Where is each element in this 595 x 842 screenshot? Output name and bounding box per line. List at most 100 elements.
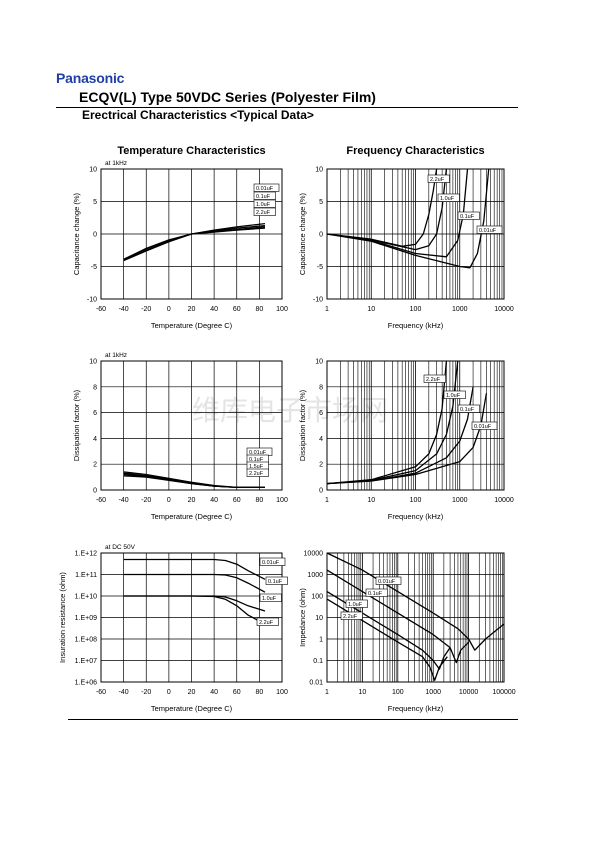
chart-4-xtick-label: 100	[410, 497, 422, 504]
chart-1-xtick-label: 40	[210, 306, 218, 313]
chart-6-series-line	[326, 598, 448, 681]
chart-2-legend-label: 1.0uF	[440, 196, 455, 202]
chart-1-ylabel: Capacitance change (%)	[72, 192, 81, 275]
footer-rule	[68, 719, 518, 720]
chart-3-xlabel: Temperature (Degree C)	[151, 512, 233, 521]
chart-1-legend-box	[253, 199, 276, 208]
chart-4-legend-box	[443, 390, 466, 399]
chart-3-xtick-label: -20	[141, 497, 151, 504]
chart-5-xtick-label: 60	[233, 689, 241, 696]
chart-1-title: Temperature Characteristics	[117, 145, 265, 157]
chart-1-legend-label: 1.0uF	[256, 202, 271, 208]
chart-3-ytick-label: 8	[93, 384, 97, 391]
chart-1-xtick-label: 60	[233, 306, 241, 313]
chart-1-xtick-label: -20	[141, 306, 151, 313]
chart-1-ytick-label: -10	[87, 297, 97, 304]
chart-2-xtick-label: 1	[325, 306, 329, 313]
chart-6-xlabel: Frequency (kHz)	[388, 704, 444, 713]
chart-4-legend-box	[471, 421, 498, 430]
chart-6-xtick-label: 1	[325, 689, 329, 696]
chart-1-series-line	[123, 226, 266, 261]
chart-3-legend-label: 1.5uF	[249, 464, 264, 470]
chart-3-xtick-label: -60	[96, 497, 106, 504]
chart-1-legend-box	[253, 183, 280, 192]
chart-5-series-line	[123, 595, 266, 612]
brand-logo: Panasonic	[56, 70, 125, 86]
chart-5-legend-box	[259, 593, 282, 602]
chart-3-legend-label: 2.2uF	[249, 471, 264, 477]
chart-1-legend-label: 0.01uF	[256, 186, 274, 192]
chart-1-xtick-label: -60	[96, 306, 106, 313]
chart-2-series-line	[326, 168, 438, 247]
chart-6-legend-box	[345, 599, 368, 608]
chart-5-series-line	[123, 573, 266, 593]
chart-4-frame	[326, 360, 505, 491]
chart-2-title: Frequency Characteristics	[346, 145, 484, 157]
chart-5-ytick-label: 1.E+06	[75, 680, 97, 687]
chart-1-frame	[100, 168, 283, 300]
chart-3-ytick-label: 10	[89, 359, 97, 366]
chart-5-note: at DC 50V	[105, 544, 136, 551]
chart-6-xtick-label: 1000	[425, 689, 441, 696]
chart-5-ytick-label: 1.E+11	[75, 572, 97, 579]
chart-6-legend-label: 2.2uF	[343, 614, 358, 620]
chart-3-xtick-label: -40	[119, 497, 129, 504]
chart-5-ytick-label: 1.E+07	[75, 658, 97, 665]
chart-1-series-line	[123, 227, 266, 262]
chart-1-xtick-label: 80	[255, 306, 263, 313]
chart-6-legend-label: 0.01uF	[378, 579, 396, 585]
chart-5-xtick-label: -40	[119, 689, 129, 696]
chart-4-ytick-label: 0	[319, 488, 323, 495]
chart-2-xlabel: Frequency (kHz)	[388, 321, 444, 330]
chart-4-xtick-label: 1000	[452, 497, 468, 504]
chart-5-xtick-label: -60	[96, 689, 106, 696]
chart-4-xtick-label: 10	[367, 497, 375, 504]
chart-5-ytick-label: 1.E+12	[75, 551, 97, 558]
chart-3-xtick-label: 100	[276, 497, 288, 504]
chart-3-legend-box	[246, 468, 269, 477]
chart-1-note: at 1kHz	[105, 160, 127, 167]
page-title: ECQV(L) Type 50VDC Series (Polyester Fil…	[79, 89, 376, 105]
chart-6-legend-box	[375, 576, 402, 585]
chart-3-frame	[100, 360, 283, 491]
chart-5-xtick-label: -20	[141, 689, 151, 696]
chart-5-xtick-label: 100	[276, 689, 288, 696]
chart-4-ytick-label: 4	[319, 436, 323, 443]
chart-2-legend-box	[476, 225, 503, 234]
chart-1-xtick-label: 0	[167, 306, 171, 313]
chart-5-ytick-label: 1.E+09	[75, 615, 97, 622]
chart-5-legend-label: 1.0uF	[262, 596, 277, 602]
chart-1-xtick-label: 100	[276, 306, 288, 313]
chart-1-xtick-label: -40	[119, 306, 129, 313]
chart-6-legend-box	[340, 611, 363, 620]
chart-3-xtick-label: 20	[188, 497, 196, 504]
chart-2-ytick-label: 0	[319, 232, 323, 239]
chart-2-ytick-label: 5	[319, 199, 323, 206]
chart-2-ytick-label: -10	[313, 297, 323, 304]
chart-2-legend-box	[437, 193, 460, 202]
chart-6-ylabel: Impedance (ohm)	[298, 588, 307, 647]
chart-1-series-line	[123, 224, 266, 260]
watermark: 维库电子市场网	[192, 395, 388, 426]
chart-1-legend-box	[253, 191, 276, 200]
chart-6-legend-label: 0.1uF	[368, 591, 383, 597]
chart-5-xlabel: Temperature (Degree C)	[151, 704, 233, 713]
chart-2-xtick-label: 10	[367, 306, 375, 313]
chart-2-xtick-label: 100	[410, 306, 422, 313]
chart-1-ytick-label: 5	[93, 199, 97, 206]
chart-5-xtick-label: 0	[167, 689, 171, 696]
chart-3-xtick-label: 0	[167, 497, 171, 504]
chart-6-xtick-label: 10000	[459, 689, 479, 696]
chart-6-legend-label: 1.0uF	[348, 602, 363, 608]
chart-4-legend-label: 2.2uF	[426, 377, 441, 383]
chart-3-series-line	[123, 471, 265, 489]
chart-5-series-line	[123, 558, 266, 580]
chart-2-ytick-label: 10	[315, 167, 323, 174]
chart-5-xtick-label: 20	[188, 689, 196, 696]
chart-3-ytick-label: 0	[93, 488, 97, 495]
chart-3-series-line	[123, 472, 265, 489]
chart-4-ytick-label: 2	[319, 462, 323, 469]
chart-3-xtick-label: 80	[255, 497, 263, 504]
chart-4-legend-box	[423, 374, 446, 383]
